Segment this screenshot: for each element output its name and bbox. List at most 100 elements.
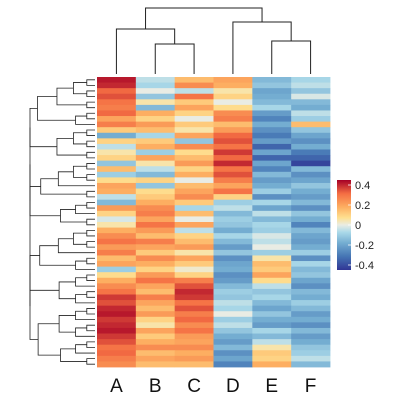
heatmap-cell (213, 327, 253, 334)
heatmap-cell (291, 194, 331, 201)
heatmap-cell (252, 149, 292, 156)
heatmap-cell (97, 249, 137, 256)
heatmap-cell (97, 194, 137, 201)
heatmap-cell (135, 143, 176, 150)
dendrogram-branch (86, 163, 95, 170)
heatmap-cell (291, 283, 331, 290)
heatmap-cell (291, 93, 331, 100)
dendrogram-branch (271, 40, 312, 74)
heatmap-cell (252, 188, 292, 195)
heatmap-cell (213, 210, 253, 217)
dendrogram-branch (86, 358, 95, 365)
heatmap-cell (135, 205, 176, 212)
dendrogram-branch (232, 21, 292, 74)
heatmap-cell (252, 327, 292, 334)
heatmap-cell (135, 344, 176, 351)
heatmap-cell (97, 266, 137, 273)
heatmap-cell (213, 199, 253, 206)
heatmap-cell (252, 288, 292, 295)
heatmap-cell (291, 350, 331, 357)
heatmap-cell (291, 255, 331, 262)
heatmap-cell (213, 121, 253, 128)
dendrogram-branch (86, 324, 95, 332)
heatmap-cell (135, 316, 176, 323)
heatmap-cell (135, 339, 176, 346)
heatmap-cell (252, 121, 292, 128)
heatmap-cell (174, 143, 214, 150)
dendrogram-branch (58, 315, 76, 333)
dendrogram-branch (86, 274, 95, 281)
heatmap-cell (213, 82, 253, 89)
heatmap-cell (135, 233, 176, 240)
heatmap-cell (174, 216, 214, 223)
heatmap-cell (174, 82, 214, 89)
heatmap-cell (97, 216, 137, 223)
dendrogram-branch (75, 344, 95, 354)
heatmap-cell (291, 143, 331, 150)
heatmap-cell (252, 249, 292, 256)
column-labels: A B C D E F (110, 376, 316, 397)
colorbar-tick-label: 0 (355, 220, 361, 232)
heatmap-cell (97, 177, 137, 184)
heatmap-cell (174, 127, 214, 134)
heatmap-cell (135, 188, 176, 195)
dendrogram-branch (57, 171, 95, 187)
dendrogram-branch (56, 137, 87, 156)
heatmap-cell (213, 344, 253, 351)
heatmap-cell (213, 160, 253, 167)
dendrogram-branch (75, 115, 95, 125)
heatmap-cell (97, 233, 137, 240)
heatmap-cell (252, 227, 292, 234)
dendrogram-branch (86, 291, 95, 298)
heatmap-cell (97, 333, 137, 340)
heatmap-cell (213, 283, 253, 290)
heatmap-cell (174, 333, 214, 340)
heatmap-cell (252, 177, 292, 184)
heatmap-cell (291, 155, 331, 162)
heatmap-cell (291, 171, 331, 178)
heatmap-cell (291, 333, 331, 340)
heatmap-cell (213, 138, 253, 145)
heatmap-cell (291, 355, 331, 362)
heatmap-cell (252, 216, 292, 223)
heatmap-cell (291, 121, 331, 128)
heatmap-cell (291, 188, 331, 195)
heatmap-cell (291, 327, 331, 334)
heatmap-cell (213, 127, 253, 134)
column-label-b: B (149, 376, 162, 397)
heatmap-cell (291, 261, 331, 268)
heatmap-cell (135, 238, 176, 245)
heatmap-cell (213, 233, 253, 240)
heatmap-cell (135, 82, 176, 89)
dendrogram-branch (86, 308, 95, 315)
heatmap-cell (213, 110, 253, 117)
heatmap-cell (97, 339, 137, 346)
heatmap-cell (213, 277, 253, 284)
heatmap-cell (213, 316, 253, 323)
heatmap-cell (174, 104, 214, 111)
heatmap-cell (252, 355, 292, 362)
heatmap-cell (97, 110, 137, 117)
heatmap-cell (97, 350, 137, 357)
heatmap-cell (291, 238, 331, 245)
heatmap-cell (252, 244, 292, 251)
heatmap-cell (135, 138, 176, 145)
heatmap-cell (252, 305, 292, 312)
heatmap-cell (135, 199, 176, 206)
heatmap-cell (174, 110, 214, 117)
heatmap-cell (135, 160, 176, 167)
heatmap-cell (213, 261, 253, 268)
heatmap-cell (97, 316, 137, 323)
heatmap-cell (135, 216, 176, 223)
heatmap-cell (252, 272, 292, 279)
heatmap-cell (135, 222, 176, 228)
heatmap-cell (97, 182, 137, 189)
heatmap-cell (291, 266, 331, 273)
heatmap-cell (135, 93, 176, 100)
heatmap-cell (252, 322, 292, 329)
heatmap-cell (252, 283, 292, 290)
heatmap-cell (213, 361, 253, 368)
column-label-e: E (265, 376, 278, 397)
colorbar-tick-label: 0.2 (355, 200, 370, 212)
heatmap-cell (174, 222, 214, 228)
